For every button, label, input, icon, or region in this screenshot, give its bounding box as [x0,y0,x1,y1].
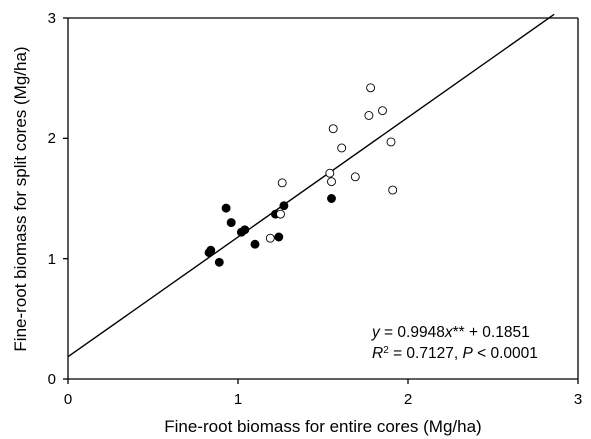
x-axis-title: Fine-root biomass for entire cores (Mg/h… [164,417,481,436]
open-data-point [337,143,347,153]
p-symbol: P [462,345,473,362]
eq-y-symbol: y [371,324,381,341]
filled-data-point [327,194,336,203]
x-tick-label: 3 [574,391,582,408]
open-data-point [350,172,360,182]
regression-line [67,13,555,358]
filled-data-point [279,201,289,211]
y-axis-ticks: 0 1 2 3 [48,10,56,388]
plot-area [67,17,579,380]
open-data-point [388,185,398,195]
open-data-point [276,209,285,219]
open-data-point [265,233,275,243]
open-data-point [325,168,335,178]
y-tick-label: 0 [48,371,56,388]
open-data-point [366,83,376,93]
y-tick-label: 1 [48,251,56,268]
regression-equation: y = 0.9948x** + 0.1851 [371,324,530,341]
x-axis-ticks: 0 1 2 3 [64,391,582,408]
r-value: = 0.7127, [389,345,463,362]
filled-data-point [240,225,250,235]
r-symbol: R [372,345,383,362]
open-data-point [378,106,387,116]
y-tick-label: 3 [48,10,56,27]
eq-x-symbol: x [444,324,454,341]
y-tick-label: 2 [48,130,56,147]
filled-data-point [221,203,231,213]
data-points [204,83,398,267]
open-data-point [328,124,338,134]
open-data-point [364,111,374,120]
r-squared-text: R2 = 0.7127, P < 0.0001 [372,345,538,363]
filled-data-point [206,245,216,255]
filled-data-point [250,239,260,249]
x-tick-label: 2 [404,391,412,408]
filled-data-point [274,232,284,242]
r-superscript: 2 [383,345,389,356]
tick-marks [63,17,579,384]
p-value: < 0.0001 [473,345,538,362]
open-data-point [327,177,336,187]
filled-data-point [226,218,236,228]
filled-data-point [214,257,224,267]
open-data-point [386,137,396,147]
eq-slope: = 0.9948 [380,324,445,341]
regression-line-group [67,13,555,358]
x-tick-label: 0 [64,391,72,408]
y-axis-title: Fine-root biomass for split cores (Mg/ha… [11,46,30,351]
eq-intercept: ** + 0.1851 [453,324,530,341]
open-data-point [277,178,287,188]
x-tick-label: 1 [234,391,242,408]
